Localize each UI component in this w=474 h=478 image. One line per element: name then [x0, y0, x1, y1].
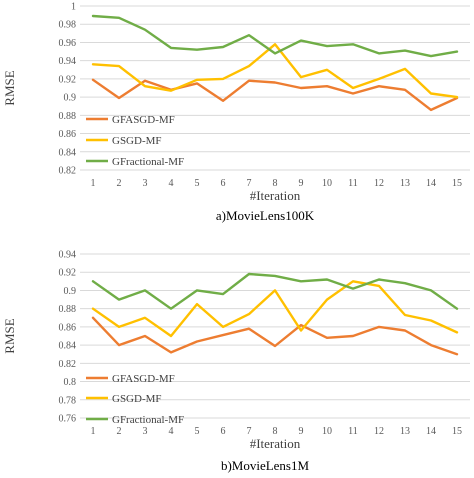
- y-tick-label: 0.86: [59, 322, 77, 333]
- series-line-gfasgd-mf: [91, 78, 459, 112]
- y-tick-label: 0.94: [59, 56, 77, 67]
- y-tick-label: 0.84: [59, 147, 77, 158]
- x-tick-label: 5: [195, 426, 200, 437]
- series-line-gsgd-mf: [91, 43, 459, 99]
- x-tick-label: 4: [169, 178, 174, 189]
- x-tick-label: 14: [426, 178, 436, 189]
- y-axis-label: RMSE: [2, 70, 17, 105]
- x-tick-label: 12: [374, 178, 384, 189]
- x-tick-label: 9: [299, 178, 304, 189]
- x-tick-label: 3: [143, 426, 148, 437]
- y-tick-label: 0.92: [59, 74, 77, 85]
- x-tick-label: 9: [299, 426, 304, 437]
- y-tick-label: 0.98: [59, 20, 77, 31]
- x-tick-label: 6: [221, 178, 226, 189]
- x-tick-label: 15: [452, 178, 462, 189]
- y-tick-label: 0.86: [59, 129, 77, 140]
- x-tick-label: 1: [91, 178, 96, 189]
- legend-label: GFractional-MF: [112, 414, 184, 426]
- x-tick-label: 7: [247, 426, 252, 437]
- x-tick-label: 14: [426, 426, 436, 437]
- x-tick-label: 5: [195, 178, 200, 189]
- y-tick-label: 0.78: [59, 395, 77, 406]
- y-tick-label: 0.76: [59, 414, 77, 425]
- chart-caption: b)MovieLens1M: [221, 458, 310, 473]
- y-tick-label: 0.84: [59, 341, 77, 352]
- series-line-gfractional-mf: [91, 14, 459, 58]
- x-tick-label: 8: [273, 178, 278, 189]
- legend-label: GFASGD-MF: [112, 373, 175, 385]
- y-axis-label: RMSE: [2, 318, 17, 353]
- x-tick-label: 6: [221, 426, 226, 437]
- x-tick-label: 3: [143, 178, 148, 189]
- x-tick-label: 13: [400, 178, 410, 189]
- legend-label: GFASGD-MF: [112, 114, 175, 126]
- x-tick-label: 4: [169, 426, 174, 437]
- x-axis-label: #Iteration: [250, 188, 301, 203]
- x-tick-label: 11: [348, 426, 358, 437]
- y-tick-label: 0.94: [59, 250, 77, 261]
- series-line-gsgd-mf: [91, 280, 459, 338]
- x-tick-label: 2: [117, 426, 122, 437]
- y-tick-label: 0.92: [59, 268, 77, 279]
- x-tick-label: 15: [452, 426, 462, 437]
- y-tick-label: 0.88: [59, 111, 77, 122]
- series-line-gfractional-mf: [91, 272, 459, 310]
- x-tick-label: 13: [400, 426, 410, 437]
- y-tick-label: 0.82: [59, 166, 77, 177]
- y-tick-label: 0.88: [59, 304, 77, 315]
- legend-label: GSGD-MF: [112, 393, 162, 405]
- legend-label: GSGD-MF: [112, 135, 162, 147]
- x-tick-label: 10: [322, 426, 332, 437]
- x-tick-label: 7: [247, 178, 252, 189]
- x-tick-label: 8: [273, 426, 278, 437]
- x-tick-label: 12: [374, 426, 384, 437]
- y-tick-label: 1: [71, 2, 76, 13]
- series-line-gfasgd-mf: [91, 316, 459, 356]
- x-tick-label: 11: [348, 178, 358, 189]
- legend-label: GFractional-MF: [112, 156, 184, 168]
- x-tick-label: 10: [322, 178, 332, 189]
- y-tick-label: 0.9: [64, 93, 77, 104]
- chart-2: 0.760.780.80.820.840.860.880.90.920.941 2…: [2, 250, 470, 473]
- x-tick-label: 2: [117, 178, 122, 189]
- y-tick-label: 0.82: [59, 359, 77, 370]
- y-tick-label: 0.96: [59, 38, 77, 49]
- y-tick-label: 0.9: [64, 286, 77, 297]
- chart-caption: a)MovieLens100K: [216, 208, 315, 223]
- x-tick-label: 1: [91, 426, 96, 437]
- x-axis-label: #Iteration: [250, 436, 301, 451]
- y-tick-label: 0.8: [64, 377, 77, 388]
